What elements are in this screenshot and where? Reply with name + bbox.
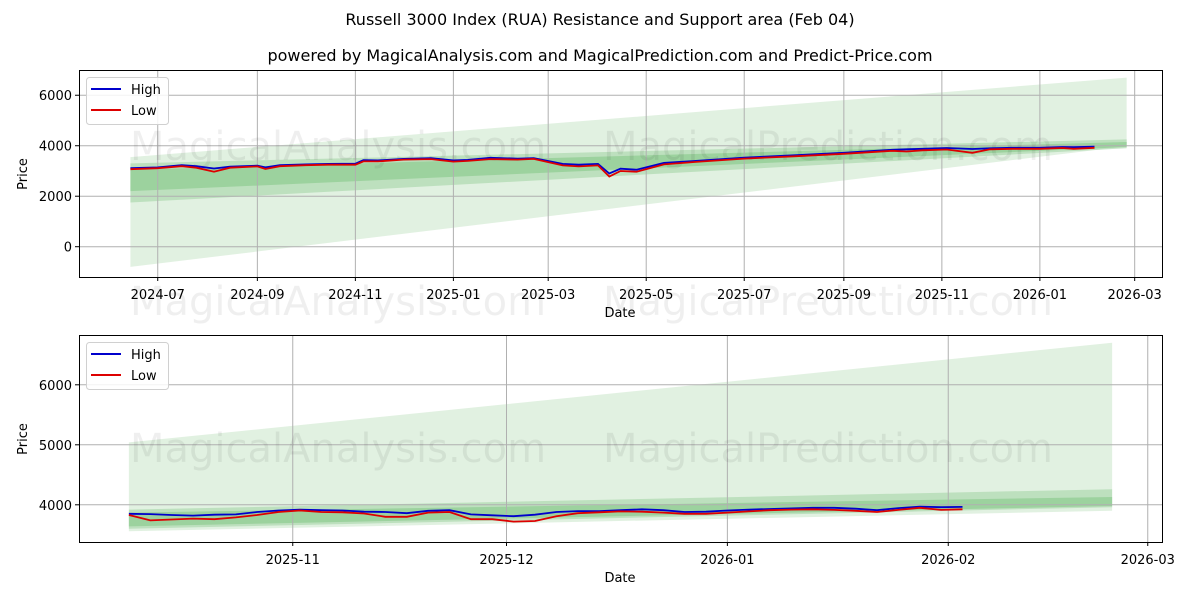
grid-lines bbox=[79, 70, 1162, 277]
x-tick-label: 2025-05 bbox=[619, 288, 673, 303]
x-tick-label: 2024-09 bbox=[230, 288, 284, 303]
watermark: MagicalAnalysis.com bbox=[130, 426, 546, 472]
x-tick-label: 2026-02 bbox=[921, 553, 975, 568]
y-tick-label: 2000 bbox=[39, 190, 72, 205]
high-price-line bbox=[128, 505, 963, 518]
y-axis: 0 2000 4000 6000 bbox=[39, 89, 79, 256]
low-price-line bbox=[128, 506, 963, 523]
band-2 bbox=[130, 141, 1127, 192]
y-tick-label: 0 bbox=[64, 241, 72, 256]
x-tick-label: 2025-12 bbox=[479, 553, 533, 568]
low-price-line bbox=[130, 146, 1095, 178]
x-axis-label: Date bbox=[604, 571, 635, 586]
x-tick-label: 2025-11 bbox=[915, 288, 969, 303]
top-price-chart: MagicalAnalysis.com MagicalPrediction.co… bbox=[16, 70, 1163, 325]
x-axis: 2025-11 2025-12 2026-01 2026-02 2026-03 bbox=[266, 542, 1175, 568]
chart-subtitle: powered by MagicalAnalysis.com and Magic… bbox=[267, 46, 933, 65]
x-tick-label: 2025-09 bbox=[817, 288, 871, 303]
x-tick-label: 2026-03 bbox=[1108, 288, 1162, 303]
y-axis-label: Price bbox=[16, 158, 31, 190]
y-axis: 4000 5000 6000 bbox=[39, 379, 79, 514]
high-price-line bbox=[130, 145, 1095, 175]
x-tick-label: 2026-03 bbox=[1121, 553, 1175, 568]
chart-title: Russell 3000 Index (RUA) Resistance and … bbox=[345, 10, 855, 29]
y-axis-label: Price bbox=[16, 423, 31, 455]
band-0 bbox=[128, 342, 1113, 532]
x-tick-label: 2026-01 bbox=[1013, 288, 1067, 303]
x-axis: 2024-07 2024-09 2024-11 2025-01 2025-03 2025-… bbox=[131, 277, 1162, 303]
y-tick-label: 4000 bbox=[39, 499, 72, 514]
watermark: MagicalAnalysis.com bbox=[130, 279, 546, 325]
legend-low-label: Low bbox=[131, 104, 157, 119]
y-tick-label: 4000 bbox=[39, 140, 72, 155]
x-tick-label: 2024-07 bbox=[131, 288, 185, 303]
watermark: MagicalAnalysis.com bbox=[130, 124, 546, 170]
plot-frame bbox=[79, 335, 1163, 543]
x-tick-label: 2025-01 bbox=[426, 288, 480, 303]
x-tick-label: 2026-01 bbox=[700, 553, 754, 568]
watermark: MagicalPrediction.com bbox=[603, 426, 1053, 472]
legend-high-label: High bbox=[131, 348, 161, 363]
legend: High Low bbox=[86, 77, 169, 125]
x-axis-label: Date bbox=[604, 306, 635, 321]
x-tick-label: 2025-03 bbox=[521, 288, 575, 303]
legend-high-label: High bbox=[131, 83, 161, 98]
bottom-zoomed-price-chart: MagicalAnalysis.com MagicalPrediction.co… bbox=[16, 335, 1175, 586]
x-tick-label: 2025-11 bbox=[266, 553, 320, 568]
grid-lines bbox=[79, 335, 1162, 542]
watermark: MagicalPrediction.com bbox=[603, 279, 1053, 325]
legend-low-label: Low bbox=[131, 369, 157, 384]
y-tick-label: 5000 bbox=[39, 439, 72, 454]
x-tick-label: 2025-07 bbox=[717, 288, 771, 303]
x-tick-label: 2024-11 bbox=[328, 288, 382, 303]
y-tick-label: 6000 bbox=[39, 89, 72, 104]
plot-frame bbox=[79, 70, 1163, 278]
y-tick-label: 6000 bbox=[39, 379, 72, 394]
legend: High Low bbox=[86, 342, 169, 390]
